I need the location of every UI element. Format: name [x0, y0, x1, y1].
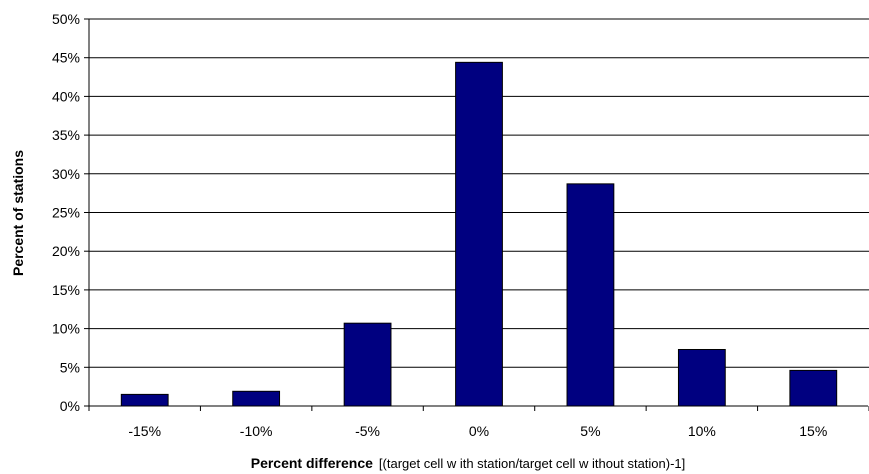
bar-15% — [789, 369, 838, 407]
y-tick-labels: 0% 5% 10% 15% 20% 25% 30% 35% 40% 45% 50% — [52, 11, 89, 414]
y-tick-label: 25% — [52, 205, 80, 221]
x-tick-label: 15% — [799, 423, 827, 439]
x-tick-label: -5% — [355, 423, 380, 439]
bar--10% — [232, 390, 281, 407]
x-tick-labels: -15% -10% -5% 0% 5% 10% 15% — [88, 406, 869, 439]
y-tick-label: 40% — [52, 88, 80, 104]
x-axis-title: Percent difference [(target cell w ith st… — [251, 455, 686, 471]
x-tick-label: 0% — [469, 423, 489, 439]
bar-10% — [677, 348, 726, 407]
y-tick-label: 30% — [52, 166, 80, 182]
y-tick-label: 45% — [52, 50, 80, 66]
y-tick-label: 15% — [52, 282, 80, 298]
bar--5% — [343, 322, 392, 407]
bar--15% — [120, 393, 169, 407]
y-tick-label: 20% — [52, 243, 80, 259]
x-axis-title-sub: [(target cell w ith station/target cell … — [379, 456, 685, 471]
bars — [120, 61, 838, 407]
y-tick-label: 35% — [52, 127, 80, 143]
y-tick-label: 0% — [60, 398, 80, 414]
bar-5% — [566, 183, 615, 407]
x-tick-label: 5% — [580, 423, 600, 439]
x-axis-title-main: Percent difference — [251, 455, 373, 471]
y-tick-label: 50% — [52, 11, 80, 27]
y-tick-label: 10% — [52, 321, 80, 337]
bar-0% — [455, 61, 503, 407]
y-tick-label: 5% — [60, 359, 80, 375]
y-axis-title: Percent of stations — [10, 150, 26, 276]
x-tick-label: 10% — [688, 423, 716, 439]
x-tick-label: -15% — [128, 423, 161, 439]
x-tick-label: -10% — [240, 423, 273, 439]
